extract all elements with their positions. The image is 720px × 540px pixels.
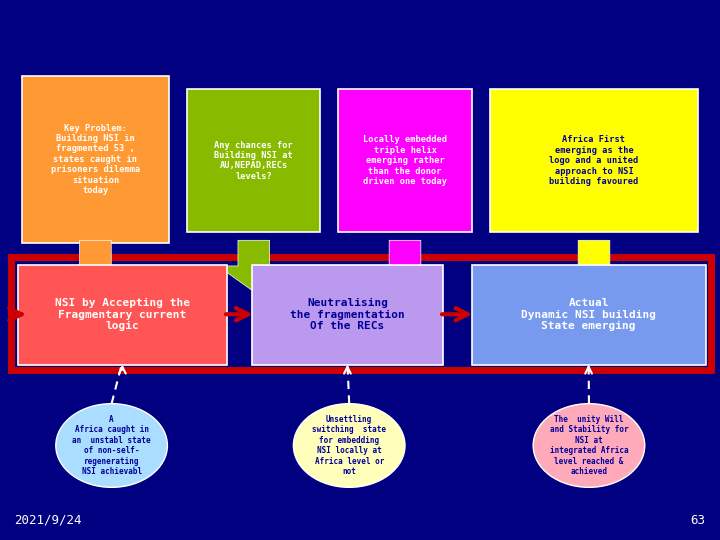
Text: 63: 63 bbox=[690, 514, 706, 526]
FancyBboxPatch shape bbox=[187, 89, 320, 232]
Text: NSI by Accepting the
Fragmentary current
logic: NSI by Accepting the Fragmentary current… bbox=[55, 298, 190, 331]
FancyBboxPatch shape bbox=[22, 76, 169, 243]
Text: A
Africa caught in
an  unstabl state
of non-self-
regenerating
NSI achievabl: A Africa caught in an unstabl state of n… bbox=[72, 415, 151, 476]
Text: Unsettling
switching  state
for embedding
NSI locally at
Africa level or
not: Unsettling switching state for embedding… bbox=[312, 415, 386, 476]
FancyBboxPatch shape bbox=[490, 89, 698, 232]
Text: Locally embedded
triple helix
emerging rather
than the donor
driven one today: Locally embedded triple helix emerging r… bbox=[363, 136, 447, 186]
FancyBboxPatch shape bbox=[18, 265, 227, 365]
Polygon shape bbox=[217, 240, 289, 292]
Polygon shape bbox=[369, 240, 441, 292]
FancyBboxPatch shape bbox=[338, 89, 472, 232]
Ellipse shape bbox=[533, 404, 644, 487]
FancyBboxPatch shape bbox=[252, 265, 443, 365]
Text: Neutralising
the fragmentation
Of the RECs: Neutralising the fragmentation Of the RE… bbox=[290, 298, 405, 331]
Polygon shape bbox=[60, 240, 132, 292]
FancyBboxPatch shape bbox=[472, 265, 706, 365]
Text: 2021/9/24: 2021/9/24 bbox=[14, 514, 82, 526]
Text: The  unity Will
and Stability for
NSI at
integrated Africa
level reached &
achie: The unity Will and Stability for NSI at … bbox=[549, 415, 629, 476]
Text: Any chances for
Building NSI at
AU,NEPAD,RECs
levels?: Any chances for Building NSI at AU,NEPAD… bbox=[215, 140, 293, 181]
Text: Key Problem:
Building NSI in
fragmented 53 ,
states caught in
prisoners dilemma
: Key Problem: Building NSI in fragmented … bbox=[51, 124, 140, 195]
Ellipse shape bbox=[294, 404, 405, 487]
Ellipse shape bbox=[56, 404, 167, 487]
Polygon shape bbox=[558, 240, 630, 292]
Text: Africa First
emerging as the
logo and a united
approach to NSI
building favoured: Africa First emerging as the logo and a … bbox=[549, 136, 639, 186]
Text: Actual
Dynamic NSI building
State emerging: Actual Dynamic NSI building State emergi… bbox=[521, 298, 656, 331]
